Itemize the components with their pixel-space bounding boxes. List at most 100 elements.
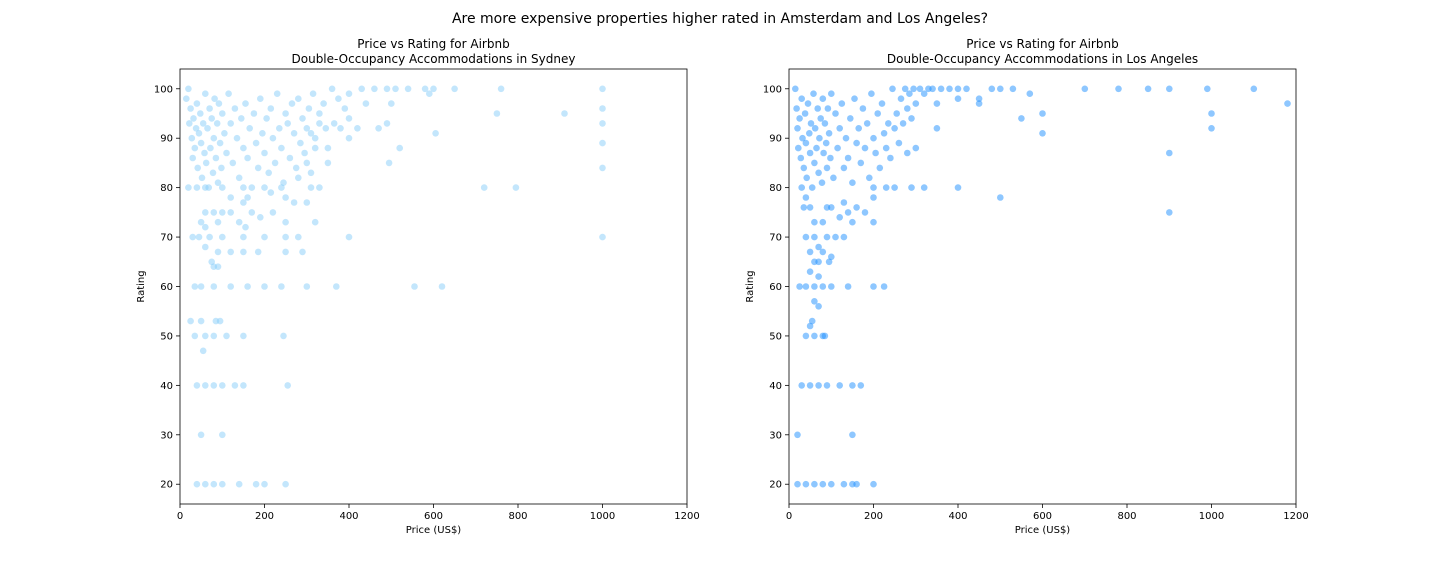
data-point (185, 85, 192, 93)
data-point (238, 115, 245, 122)
data-point (190, 115, 197, 122)
y-tick-label: 40 (160, 381, 173, 392)
y-tick-label: 30 (160, 430, 173, 441)
data-point (233, 134, 241, 142)
data-point (202, 209, 209, 216)
data-point (193, 100, 201, 107)
data-point (214, 248, 222, 256)
data-point (801, 110, 809, 117)
data-point (819, 283, 827, 290)
y-tick-label: 70 (769, 233, 782, 244)
y-axis-label: Rating (136, 270, 147, 302)
data-point (1204, 85, 1211, 93)
data-point (261, 233, 268, 241)
data-point (817, 115, 824, 122)
data-point (227, 194, 234, 201)
data-point (250, 110, 258, 117)
data-point (868, 90, 875, 97)
data-point (806, 382, 814, 389)
data-point (811, 159, 818, 167)
data-point (307, 130, 315, 137)
data-point (480, 184, 488, 191)
data-point (261, 480, 268, 488)
data-point (208, 115, 215, 122)
data-point (840, 164, 848, 172)
data-point (840, 480, 848, 488)
data-point (1284, 100, 1291, 107)
data-point (330, 120, 338, 127)
data-point (240, 233, 247, 241)
data-point (872, 149, 879, 157)
data-point (904, 149, 911, 157)
data-point (227, 120, 234, 127)
data-point (512, 184, 520, 191)
x-tick-label: 200 (255, 511, 274, 522)
data-point (193, 184, 201, 191)
data-point (870, 184, 877, 191)
data-point (267, 189, 275, 196)
data-point (213, 120, 221, 127)
y-tick-label: 90 (769, 134, 782, 145)
data-point (823, 164, 831, 172)
chart-title-line2: Double-Occupancy Accommodations in Los A… (887, 52, 1198, 66)
data-point (337, 125, 344, 132)
data-point (273, 90, 281, 97)
chart-panel-los-angeles: Price vs Rating for AirbnbDouble-Occupan… (745, 37, 1309, 536)
data-point (796, 115, 803, 122)
data-point (210, 332, 218, 340)
data-point (1208, 110, 1215, 117)
data-point (815, 258, 822, 266)
data-point (292, 164, 300, 172)
data-point (187, 317, 194, 325)
data-point (599, 233, 606, 241)
data-point (844, 209, 852, 216)
data-point (202, 332, 209, 340)
data-point (278, 144, 285, 152)
data-point (840, 199, 848, 206)
data-point (795, 144, 802, 152)
data-point (211, 95, 218, 102)
data-point (189, 154, 196, 162)
data-point (231, 105, 239, 112)
data-point (823, 233, 831, 241)
data-point (257, 95, 264, 102)
data-point (866, 174, 873, 182)
data-point (216, 139, 224, 147)
data-point (870, 218, 877, 226)
data-point (299, 248, 306, 256)
data-point (276, 125, 283, 132)
data-point (358, 85, 366, 93)
x-tick-label: 800 (508, 511, 527, 522)
figure-suptitle: Are more expensive properties higher rat… (452, 11, 988, 27)
data-point (802, 139, 810, 147)
data-point (284, 382, 292, 389)
data-point (802, 480, 810, 488)
data-point (295, 95, 302, 102)
data-point (933, 100, 941, 107)
data-point (219, 480, 226, 488)
data-point (493, 110, 501, 117)
data-point (240, 248, 247, 256)
data-point (933, 125, 941, 132)
data-point (295, 233, 302, 241)
data-point (438, 283, 446, 290)
data-point (1039, 130, 1046, 137)
y-tick-label: 20 (160, 480, 173, 491)
data-point (199, 120, 207, 127)
x-tick-label: 1000 (590, 511, 615, 522)
data-point (803, 174, 810, 182)
data-point (324, 159, 332, 167)
data-point (806, 322, 814, 330)
y-tick-label: 30 (769, 430, 782, 441)
data-point (202, 480, 209, 488)
data-point (893, 110, 900, 117)
data-point (210, 382, 218, 389)
y-tick-label: 50 (160, 331, 173, 342)
data-point (187, 105, 194, 112)
data-point (210, 134, 218, 142)
data-point (793, 105, 800, 112)
data-point (794, 125, 801, 132)
data-point (916, 85, 924, 93)
data-point (219, 209, 226, 216)
